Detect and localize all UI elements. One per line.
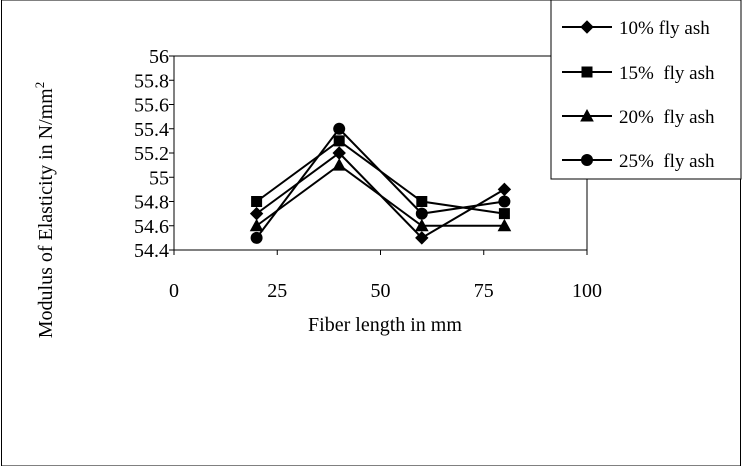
series-circle: [250, 122, 511, 244]
series-line: [255, 127, 505, 239]
x-tick-label: 75: [474, 280, 494, 302]
x-tick-label: 50: [371, 280, 391, 302]
legend-item: 20% fly ash: [562, 107, 715, 128]
legend-marker-diamond: [580, 20, 594, 34]
data-point-triangle: [332, 158, 347, 171]
legend-label: 20% fly ash: [619, 107, 715, 128]
legend-label: 25% fly ash: [619, 151, 715, 172]
data-point-circle: [498, 195, 511, 208]
x-axis: 0 25 50 75 100: [169, 250, 602, 302]
data-point-circle: [250, 231, 263, 244]
data-point-square: [498, 208, 510, 220]
x-tick-label: 0: [169, 280, 179, 302]
series-triangle: [249, 158, 512, 232]
y-tick-label: 54.6: [134, 216, 169, 238]
y-axis-label: Modulus of Elasticity in N/mm2: [32, 82, 57, 339]
legend: 10% fly ash 15% fly ash 20% fly ash 25% fly…: [550, 0, 742, 180]
y-tick-label: 56: [149, 46, 169, 68]
x-tick-label: 25: [267, 280, 287, 302]
data-point-circle: [415, 207, 428, 220]
y-tick-label: 54.4: [134, 240, 169, 262]
legend-box: [550, 0, 742, 180]
legend-item: 15% fly ash: [562, 63, 715, 84]
x-axis-label: Fiber length in mm: [308, 314, 462, 336]
y-tick-label: 54.8: [134, 192, 169, 214]
legend-marker-circle: [581, 154, 593, 166]
series-layer: [249, 122, 512, 245]
legend-label: 10% fly ash: [619, 18, 710, 39]
data-point-square: [333, 135, 345, 147]
data-point-triangle: [414, 218, 429, 232]
y-tick-label: 55.6: [134, 95, 169, 117]
series-line: [256, 163, 505, 227]
y-tick-label: 55.2: [134, 143, 169, 165]
data-point-diamond: [415, 231, 429, 245]
y-tick-label: 55.8: [134, 70, 169, 92]
y-tick-label: 55.4: [134, 119, 169, 141]
y-tick-label: 55: [149, 167, 169, 189]
data-point-square: [416, 196, 428, 207]
x-tick-label: 100: [572, 280, 602, 302]
data-point-square: [251, 196, 263, 207]
legend-marker-square: [581, 66, 593, 78]
legend-item: 25% fly ash: [562, 151, 715, 172]
data-point-diamond: [497, 182, 512, 197]
legend-item: 10% fly ash: [562, 18, 710, 39]
data-point-triangle: [249, 218, 264, 232]
legend-marker-triangle: [580, 108, 594, 122]
plot-area: [173, 55, 588, 251]
data-point-circle: [333, 122, 346, 135]
data-point-triangle: [497, 218, 512, 232]
legend-label: 15% fly ash: [619, 63, 715, 84]
